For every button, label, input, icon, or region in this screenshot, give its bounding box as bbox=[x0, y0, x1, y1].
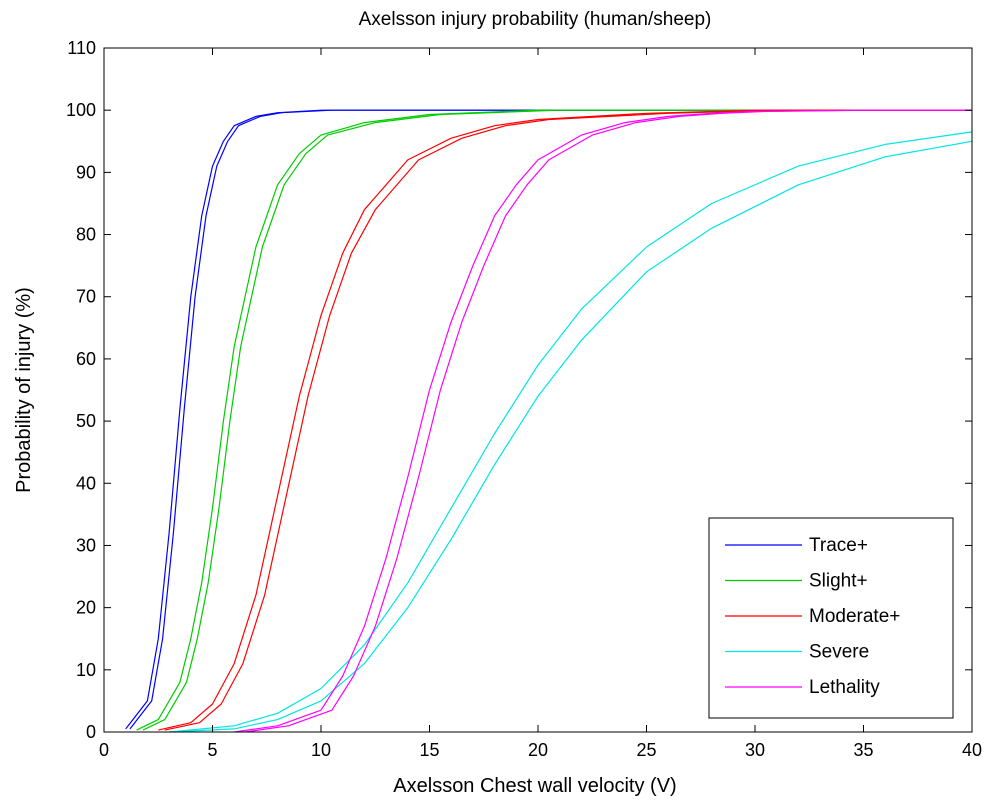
x-axis-label: Axelsson Chest wall velocity (V) bbox=[393, 775, 676, 797]
y-tick-label: 100 bbox=[66, 100, 96, 120]
x-tick-label: 10 bbox=[311, 740, 331, 760]
axis-ticks: 0 5 10 15 20 25 30 35 40 0 10 20 30 40 50 60 70 80 90 100 11… bbox=[66, 38, 982, 760]
x-tick-label: 0 bbox=[99, 740, 109, 760]
plot-frame bbox=[103, 47, 973, 733]
series-line-slight-lower bbox=[142, 109, 972, 731]
y-tick-label: 110 bbox=[67, 38, 96, 58]
series-line-severe-lower bbox=[169, 140, 973, 733]
series-line-slight-upper bbox=[136, 109, 972, 731]
legend-label: Lethality bbox=[809, 677, 880, 698]
series-line-trace-upper bbox=[125, 109, 972, 730]
legend-label: Severe bbox=[809, 642, 869, 663]
legend-label: Trace+ bbox=[809, 535, 868, 556]
x-tick-label: 35 bbox=[853, 740, 873, 760]
y-tick-label: 90 bbox=[76, 162, 96, 182]
x-tick-label: 40 bbox=[962, 740, 982, 760]
x-tick-label: 25 bbox=[636, 740, 656, 760]
series-line-moderate-upper bbox=[158, 109, 972, 731]
series-line-lethality-upper bbox=[234, 109, 972, 733]
chart-title: Axelsson injury probability (human/sheep… bbox=[359, 9, 712, 30]
y-tick-label: 70 bbox=[76, 287, 96, 307]
legend-box bbox=[708, 517, 954, 719]
y-tick-label: 40 bbox=[76, 473, 96, 493]
x-tick-label: 15 bbox=[419, 740, 439, 760]
x-tick-label: 30 bbox=[745, 740, 765, 760]
plot-lines bbox=[125, 109, 973, 733]
series-line-severe-upper bbox=[169, 131, 973, 733]
legend-label: Moderate+ bbox=[809, 606, 900, 627]
y-tick-label: 50 bbox=[76, 411, 96, 431]
x-tick-label: 20 bbox=[528, 740, 548, 760]
y-axis-label: Probability of injury (%) bbox=[13, 287, 35, 493]
legend-label: Slight+ bbox=[809, 571, 868, 592]
y-tick-label: 80 bbox=[76, 225, 96, 245]
y-tick-label: 20 bbox=[76, 598, 96, 618]
series-line-lethality-lower bbox=[245, 109, 972, 733]
y-tick-label: 30 bbox=[76, 535, 96, 555]
y-tick-label: 0 bbox=[86, 722, 96, 742]
series-line-moderate-lower bbox=[164, 109, 972, 731]
y-tick-label: 10 bbox=[76, 660, 96, 680]
legend: Trace+ Slight+ Moderate+ Severe Lethality bbox=[708, 517, 954, 719]
x-tick-label: 5 bbox=[207, 740, 217, 760]
y-tick-label: 60 bbox=[76, 349, 96, 369]
series-line-trace-lower bbox=[129, 109, 972, 730]
